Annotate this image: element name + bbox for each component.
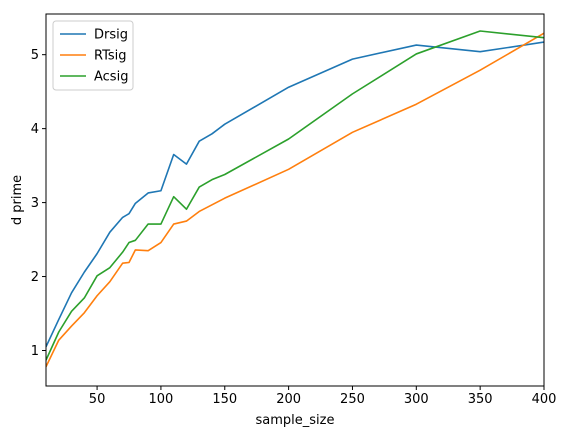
x-tick-label: 400 [532, 392, 557, 407]
y-tick-label: 4 [31, 122, 39, 137]
x-axis-ticks: 50 100 150 200 250 300 350 400 [89, 386, 557, 407]
series-line-drsig [46, 41, 544, 348]
series-line-acsig [46, 30, 544, 361]
series-lines [46, 30, 544, 368]
x-axis-label: sample_size [256, 413, 335, 428]
y-tick-label: 3 [31, 196, 39, 211]
y-tick-label: 5 [31, 48, 39, 63]
legend: Drsig RTsig Acsig [52, 20, 134, 91]
legend-label-rtsig: RTsig [94, 49, 127, 64]
y-axis-ticks: 1 2 3 4 5 [31, 48, 46, 359]
y-tick-label: 2 [31, 270, 39, 285]
x-tick-label: 200 [276, 392, 301, 407]
plot-area-frame [45, 13, 545, 387]
legend-label-acsig: Acsig [94, 70, 128, 85]
x-tick-label: 150 [212, 392, 237, 407]
x-tick-label: 250 [340, 392, 365, 407]
x-tick-label: 350 [468, 392, 493, 407]
x-tick-label: 300 [404, 392, 429, 407]
legend-box [52, 20, 134, 91]
y-tick-label: 1 [31, 344, 39, 359]
series-line-rtsig [46, 32, 544, 368]
x-tick-label: 100 [149, 392, 174, 407]
y-axis-label: d prime [10, 175, 25, 225]
legend-label-drsig: Drsig [94, 28, 128, 43]
x-tick-label: 50 [89, 392, 106, 407]
